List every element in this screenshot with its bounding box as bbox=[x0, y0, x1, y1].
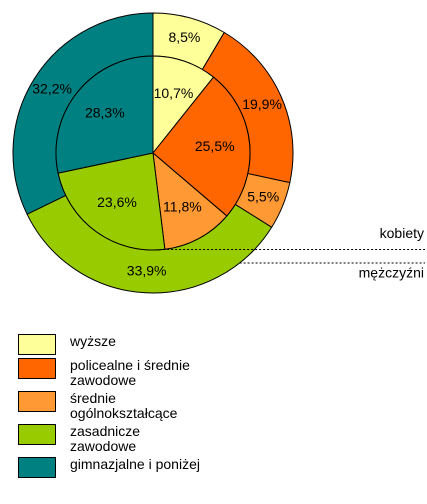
legend-label: zasadnicze zawodowe bbox=[70, 423, 141, 454]
legend-label: wyższe bbox=[70, 333, 116, 349]
value-label: 8,5% bbox=[168, 29, 200, 45]
value-label: 23,6% bbox=[97, 194, 137, 210]
slice bbox=[152, 76, 251, 217]
value-label: 10,7% bbox=[154, 85, 194, 101]
legend-swatch bbox=[18, 358, 56, 379]
legend-item: średnie ogólnokształcące bbox=[18, 391, 200, 421]
value-label: 19,9% bbox=[242, 96, 282, 112]
value-label: 25,5% bbox=[195, 138, 235, 154]
legend-swatch bbox=[18, 457, 56, 478]
slice bbox=[55, 55, 154, 174]
legend-item: policealne i średnie zawodowe bbox=[18, 358, 200, 388]
legend-label: policealne i średnie zawodowe bbox=[70, 357, 190, 388]
legend-item: wyższe bbox=[18, 334, 200, 355]
slice bbox=[57, 152, 166, 251]
series-label: kobiety bbox=[380, 225, 424, 241]
legend-swatch bbox=[18, 334, 56, 355]
value-label: 11,8% bbox=[163, 198, 202, 214]
legend-item: zasadnicze zawodowe bbox=[18, 424, 200, 454]
legend-label: średnie ogólnokształcące bbox=[70, 390, 178, 421]
legend-item: gimnazjalne i poniżej bbox=[18, 457, 200, 478]
legend-label: gimnazjalne i poniżej bbox=[70, 456, 200, 472]
value-label: 5,5% bbox=[247, 189, 279, 205]
legend-swatch bbox=[18, 424, 56, 445]
slice bbox=[152, 151, 228, 250]
value-label: 33,9% bbox=[127, 263, 167, 279]
value-label: 28,3% bbox=[85, 105, 125, 121]
chart: 8,5% 19,9% 5,5% 33,9% 32,2% 10,7% 25,5% 11,8% 23… bbox=[12, 12, 425, 294]
legend-swatch bbox=[18, 391, 56, 412]
value-label: 32,2% bbox=[32, 81, 72, 97]
series-label: mężczyźni bbox=[359, 265, 424, 281]
legend: wyższe policealne i średnie zawodowe średn… bbox=[18, 334, 200, 481]
